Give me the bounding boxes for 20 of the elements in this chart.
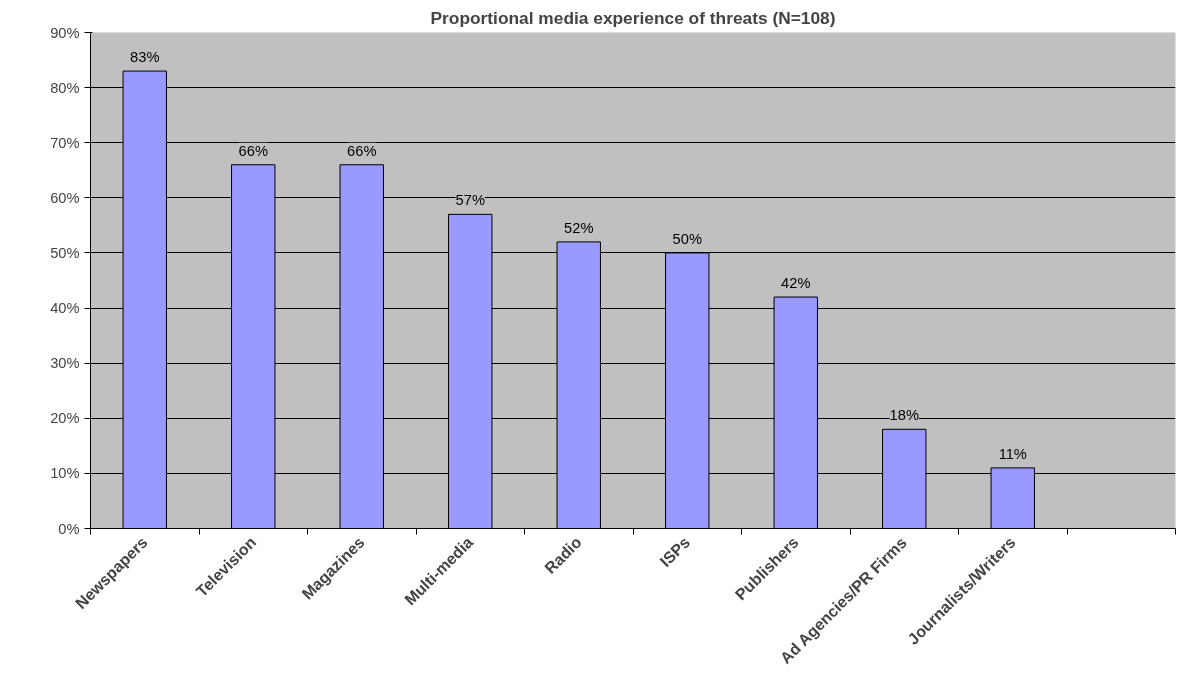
data-label: 57%: [455, 192, 485, 209]
data-label: 66%: [238, 142, 268, 159]
data-label: 83%: [130, 49, 160, 66]
y-tick-label: 70%: [50, 134, 80, 151]
data-label: 18%: [889, 407, 919, 424]
data-label: 42%: [781, 275, 811, 292]
y-tick-label: 60%: [50, 189, 80, 206]
data-label: 66%: [347, 142, 377, 159]
y-tick-label: 80%: [50, 79, 80, 96]
y-tick-label: 40%: [50, 300, 80, 317]
y-tick-label: 20%: [50, 410, 80, 427]
y-tick-label: 30%: [50, 355, 80, 372]
y-tick-label: 10%: [50, 465, 80, 482]
y-tick-label: 90%: [50, 24, 80, 41]
y-tick-label: 0%: [58, 520, 80, 537]
data-label: 11%: [998, 445, 1027, 462]
data-label: 50%: [672, 230, 702, 247]
chart-title: Proportional media experience of threats (N=108): [430, 7, 836, 28]
y-tick-label: 50%: [50, 244, 80, 261]
data-label: 52%: [564, 219, 594, 236]
